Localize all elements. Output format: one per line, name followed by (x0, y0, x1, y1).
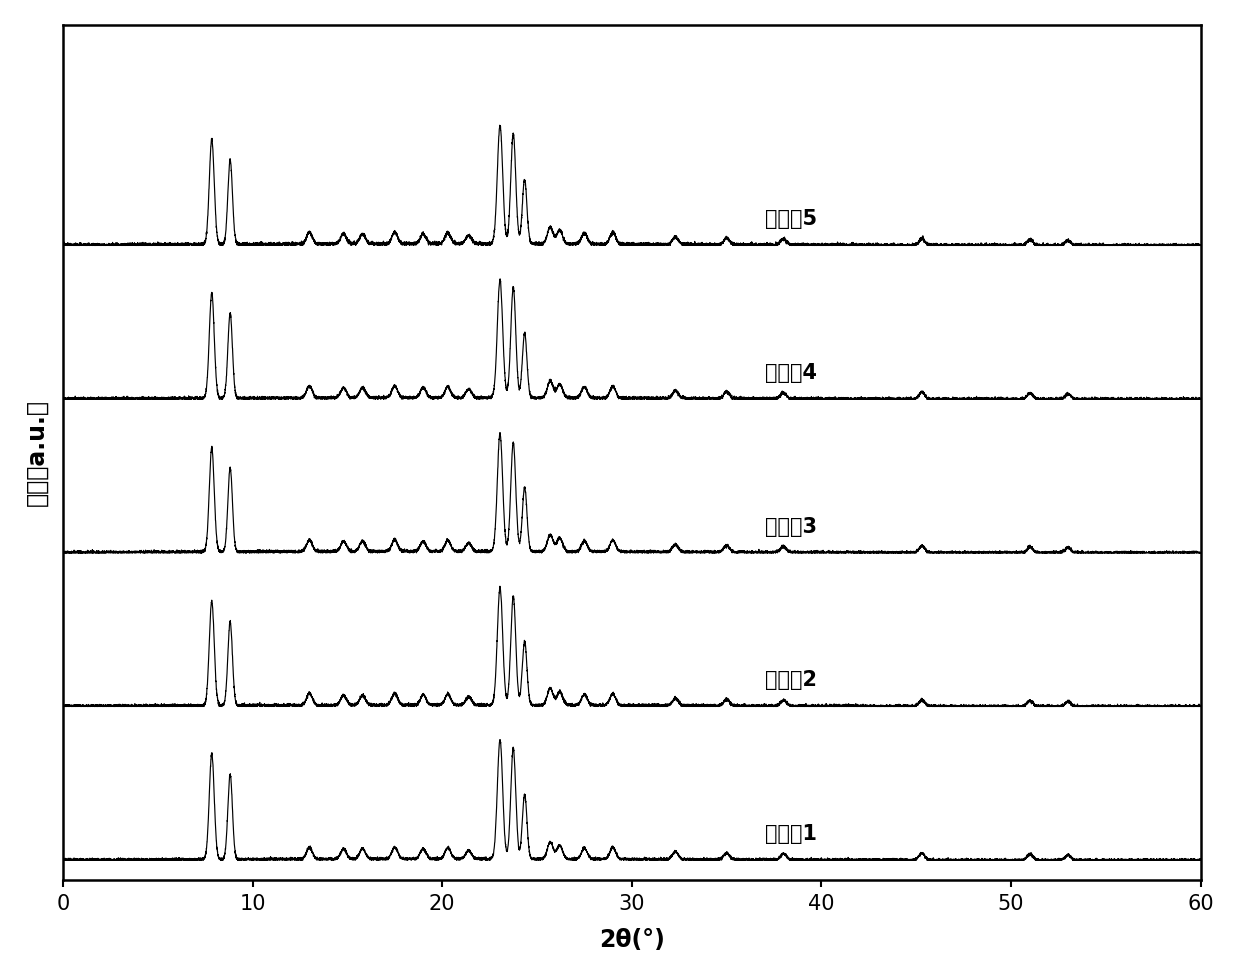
Text: 实施例5: 实施例5 (764, 209, 817, 230)
Text: 实施例4: 实施例4 (764, 363, 817, 383)
X-axis label: 2θ(°): 2θ(°) (598, 928, 665, 952)
Text: 实施例3: 实施例3 (764, 517, 817, 536)
Text: 实施例2: 实施例2 (764, 670, 817, 691)
Text: 对比例1: 对比例1 (764, 825, 817, 844)
Y-axis label: 强度（a.u.）: 强度（a.u.） (25, 400, 50, 506)
